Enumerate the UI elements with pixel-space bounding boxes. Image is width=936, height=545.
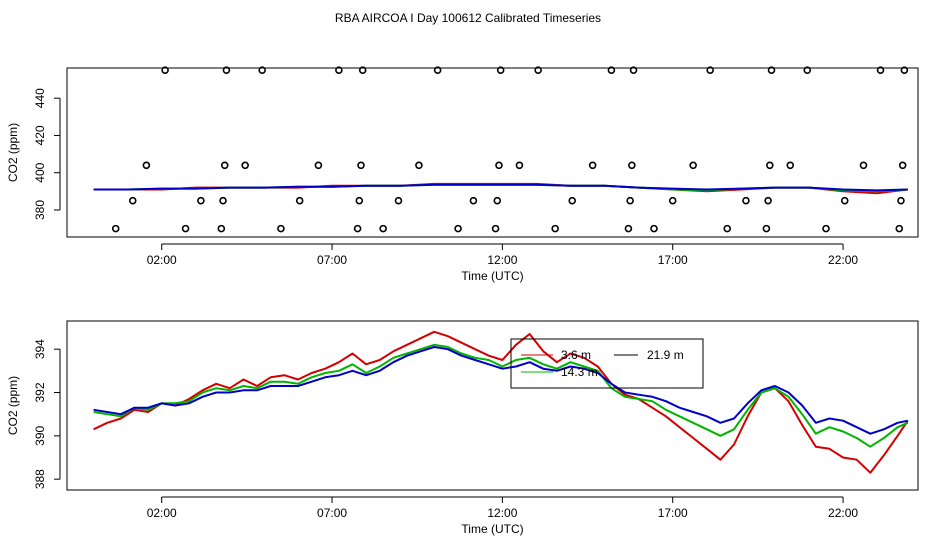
x-axis-label: Time (UTC) (461, 269, 523, 283)
calibration-point (767, 66, 776, 75)
y-tick-label: 380 (33, 200, 47, 220)
calibration-point (629, 66, 638, 75)
calibration-point (379, 224, 387, 233)
legend: 3.6 m 21.9 m 14.3 m (510, 338, 704, 389)
legend-label: 14.3 m (561, 365, 598, 379)
calibration-point (219, 196, 227, 205)
calibration-point (335, 66, 343, 75)
calibration-point (295, 196, 304, 205)
y-tick-label: 390 (33, 426, 47, 446)
x-tick-label: 07:00 (317, 506, 347, 520)
legend-label: 3.6 m (561, 348, 591, 362)
series-line-14-3-m (93, 343, 909, 448)
calibration-point (128, 196, 137, 205)
calibration-point (241, 161, 249, 170)
calibration-point (803, 66, 812, 75)
calibration-point (900, 66, 909, 75)
x-tick-label: 02:00 (147, 506, 177, 520)
calibration-point (358, 66, 367, 75)
calibration-point (161, 66, 169, 75)
calibration-point (624, 224, 633, 233)
x-tick-label: 22:00 (828, 253, 858, 267)
calibration-point (628, 161, 636, 170)
calibration-point (895, 224, 904, 233)
x-tick-label: 22:00 (828, 506, 858, 520)
x-tick-label: 02:00 (147, 253, 177, 267)
legend-box (510, 338, 704, 389)
calibration-point (491, 224, 500, 233)
figure-title: RBA AIRCOA I Day 100612 Calibrated Times… (335, 11, 601, 25)
x-tick-label: 12:00 (487, 253, 517, 267)
calibration-point (897, 196, 905, 205)
calibration-point (764, 196, 772, 205)
series-line-21-9-m-upper-panel- (93, 183, 908, 192)
x-tick-label: 07:00 (317, 253, 347, 267)
y-tick-label: 400 (33, 162, 47, 182)
calibration-point (568, 196, 577, 205)
calibration-point (493, 196, 502, 205)
x-tick-label: 17:00 (658, 253, 688, 267)
calibration-point (496, 66, 505, 75)
y-tick-label: 388 (33, 469, 47, 489)
calibration-point (723, 224, 732, 233)
y-tick-label: 392 (33, 382, 47, 402)
y-tick-label: 394 (33, 339, 47, 359)
calibration-point (220, 161, 229, 170)
calibration-point (668, 196, 677, 205)
calibration-point (689, 161, 697, 170)
calibration-point (515, 161, 524, 170)
y-tick-label: 440 (33, 88, 47, 108)
calibration-point (859, 161, 868, 170)
x-tick-label: 12:00 (487, 506, 517, 520)
calibration-point (355, 196, 364, 205)
calibration-point (822, 224, 830, 233)
plot-frame (66, 320, 919, 491)
calibration-point (786, 161, 795, 170)
x-tick-label: 17:00 (658, 506, 688, 520)
calibration-point (433, 66, 442, 75)
calibration-points (111, 66, 909, 233)
calibration-point (706, 66, 714, 75)
y-axis-label: CO2 (ppm) (6, 376, 20, 435)
calibration-point (197, 196, 205, 205)
x-axis-label: Time (UTC) (461, 522, 523, 536)
y-axis-label: CO2 (ppm) (6, 123, 20, 182)
plot-frame (66, 67, 919, 238)
calibration-point (876, 66, 885, 75)
calibration-point (142, 161, 151, 170)
calibration-point (742, 196, 750, 205)
calibration-point (111, 224, 120, 233)
calibration-point (353, 224, 362, 233)
calibration-point (607, 66, 616, 75)
calibration-point (766, 161, 774, 170)
calibration-point (898, 161, 907, 170)
calibration-point (314, 161, 323, 170)
calibration-point (495, 161, 503, 170)
calibration-point (469, 196, 478, 205)
calibration-point (258, 66, 267, 75)
calibration-point (277, 224, 285, 233)
calibration-point (181, 224, 190, 233)
upper-panel: 02:00 07:00 12:00 17:00 22:00 Time (UTC) 380 40… (6, 66, 919, 283)
calibration-point (415, 161, 423, 170)
calibration-point (650, 224, 658, 233)
calibration-point (626, 196, 634, 205)
calibration-point (534, 66, 542, 75)
calibration-point (551, 224, 559, 233)
calibration-point (222, 66, 231, 75)
calibration-point (840, 196, 849, 205)
series-line-21-9-m (93, 346, 909, 435)
calibration-point (588, 161, 597, 170)
lower-panel: 02:00 07:00 12:00 17:00 22:00 Time (UTC) 388 39… (6, 320, 919, 536)
calibration-point (217, 224, 226, 233)
y-tick-label: 420 (33, 125, 47, 145)
calibration-point (454, 224, 462, 233)
legend-label: 21.9 m (647, 348, 684, 362)
calibration-point (394, 196, 403, 205)
calibration-point (357, 161, 365, 170)
calibration-point (762, 224, 771, 233)
